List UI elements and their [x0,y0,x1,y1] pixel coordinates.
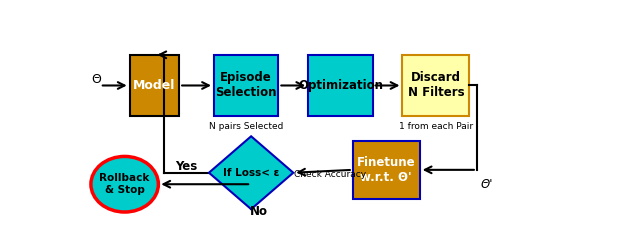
Text: 1 from each Pair: 1 from each Pair [399,122,473,131]
FancyBboxPatch shape [353,141,420,199]
FancyBboxPatch shape [129,55,179,116]
Text: Model: Model [133,79,175,92]
Ellipse shape [91,156,158,212]
FancyBboxPatch shape [403,55,469,116]
Text: No: No [250,205,268,218]
Text: Θ': Θ' [481,178,493,191]
Text: Episode
Selection: Episode Selection [216,71,277,100]
Polygon shape [209,136,293,209]
Text: Θ: Θ [91,73,101,86]
Text: Discard
N Filters: Discard N Filters [408,71,464,100]
FancyBboxPatch shape [308,55,372,116]
Text: If Loss< ε: If Loss< ε [223,168,279,178]
Text: Optimization: Optimization [298,79,383,92]
Text: Yes: Yes [175,160,198,174]
Text: Finetune
w.r.t. Θ': Finetune w.r.t. Θ' [357,156,415,184]
Text: Check Accuracy: Check Accuracy [294,170,367,179]
FancyBboxPatch shape [214,55,278,116]
Text: Rollback
& Stop: Rollback & Stop [99,173,150,195]
Text: N pairs Selected: N pairs Selected [209,122,284,131]
